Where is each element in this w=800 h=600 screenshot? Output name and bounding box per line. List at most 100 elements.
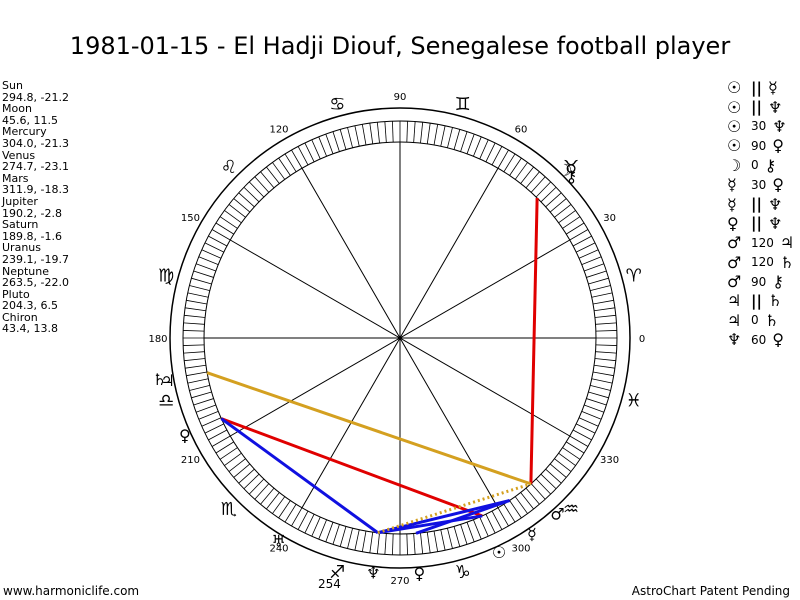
degree-tick	[591, 292, 613, 298]
degree-tick	[195, 404, 216, 413]
degree-tick	[447, 528, 453, 549]
zodiac-aries-icon: ♈	[626, 265, 642, 286]
aspect-row: ☉ 30 ♆	[727, 117, 794, 136]
degree-tick	[535, 181, 552, 198]
planet-coords-uranus: 239.1, -19.7	[2, 252, 69, 266]
house-spoke	[230, 239, 570, 437]
aspect-planet-1: ♂	[727, 252, 742, 272]
degree-tick	[284, 504, 297, 523]
degree-label: 180	[148, 334, 167, 345]
degree-tick	[297, 510, 309, 530]
zodiac-taurus-icon: ♉	[563, 157, 579, 178]
aspect-planet-1: ♀	[727, 213, 739, 233]
degree-tick	[540, 186, 557, 203]
patent-note: AstroChart Patent Pending	[631, 584, 790, 598]
aspect-row: ☿ 30 ♀	[727, 175, 794, 194]
degree-tick	[509, 157, 522, 176]
degree-tick	[260, 171, 275, 189]
degree-tick	[211, 435, 231, 447]
degree-tick	[224, 210, 242, 224]
outer-circle	[169, 107, 631, 569]
aspect-planet-1: ☉	[727, 97, 742, 117]
planet-coords-mars: 311.9, -18.3	[2, 183, 69, 197]
aspect-planet-1: ♂	[727, 233, 742, 253]
degree-label: 60	[515, 124, 528, 135]
degree-tick	[198, 256, 219, 265]
aspect-planet-2: ♆	[767, 194, 783, 214]
planet-name-mars: Mars	[2, 171, 29, 185]
degree-tick	[588, 277, 609, 285]
aspect-type: 90	[751, 138, 767, 153]
zodiac-aquarius-icon: ♒	[563, 499, 579, 520]
degree-tick	[361, 124, 367, 146]
degree-label: 150	[181, 213, 200, 224]
degree-tick	[595, 344, 617, 346]
degree-tick	[595, 330, 617, 332]
aspect-row: ☽ 0 ⚷	[727, 156, 794, 175]
degree-tick	[497, 507, 509, 527]
degree-label: 0	[639, 334, 645, 345]
degree-tick	[420, 122, 424, 144]
degree-tick	[466, 133, 475, 154]
degree-tick	[187, 292, 209, 298]
degree-tick	[195, 263, 216, 272]
planet-name-neptune: Neptune	[2, 264, 50, 278]
aspect-line	[220, 417, 483, 518]
degree-tick	[332, 524, 340, 545]
degree-tick	[361, 530, 367, 552]
aspect-row: ♂ 120 ♄	[727, 253, 794, 272]
aspect-row: ♂ 120 ♃	[727, 233, 794, 252]
degree-tick	[453, 129, 461, 150]
degree-tick	[243, 473, 260, 490]
planet-name-venus: Venus	[2, 148, 36, 162]
website-link[interactable]: www.harmoniclife.com	[3, 584, 140, 598]
degree-label: 30	[603, 213, 616, 224]
degree-tick	[466, 522, 475, 543]
aspect-type: 0	[751, 313, 759, 328]
chart-title: 1981-01-15 - El Hadji Diouf, Senegalese …	[69, 32, 731, 60]
degree-tick	[420, 532, 424, 554]
aspect-type: ||	[751, 214, 762, 233]
degree-tick	[339, 129, 347, 150]
degree-tick	[572, 429, 592, 441]
degree-tick	[569, 435, 589, 447]
planet-name-pluto: Pluto	[2, 287, 30, 301]
degree-tick	[347, 528, 353, 549]
degree-tick	[193, 398, 214, 406]
degree-tick	[185, 307, 206, 312]
degree-label: 120	[269, 124, 288, 135]
degree-tick	[586, 398, 607, 406]
degree-tick	[460, 524, 468, 545]
degree-tick	[473, 136, 482, 157]
zodiac-libra-icon: ♎	[158, 391, 174, 412]
planet-name-moon: Moon	[2, 102, 32, 116]
degree-tick	[392, 533, 394, 555]
degree-tick	[413, 533, 416, 555]
degree-tick	[594, 358, 616, 362]
degree-tick	[545, 468, 562, 484]
aspect-planet-1: ♂	[727, 272, 742, 292]
sun-icon: ☉	[492, 543, 506, 562]
planet-name-chiron: Chiron	[2, 310, 38, 324]
degree-tick	[183, 322, 205, 325]
aspect-row: ☉ || ☿	[727, 78, 794, 97]
degree-tick	[198, 411, 219, 420]
aspect-line	[529, 197, 539, 484]
degree-tick	[525, 171, 540, 189]
degree-tick	[549, 198, 567, 213]
aspect-type: 120	[751, 235, 774, 250]
degree-tick	[406, 533, 408, 555]
aspect-type: 0	[751, 158, 759, 173]
degree-tick	[514, 496, 528, 514]
degree-tick	[297, 146, 309, 166]
degree-tick	[566, 441, 585, 454]
degree-tick	[311, 139, 321, 160]
planet-name-saturn: Saturn	[2, 218, 39, 232]
jupiter-icon: ♃	[161, 371, 175, 390]
aspect-row: ☿ || ♆	[727, 194, 794, 214]
degree-tick	[272, 162, 286, 180]
aspect-planet-1: ♃	[727, 310, 742, 330]
degree-tick	[291, 149, 303, 169]
degree-label: 300	[511, 544, 530, 555]
aspect-line	[415, 499, 511, 535]
